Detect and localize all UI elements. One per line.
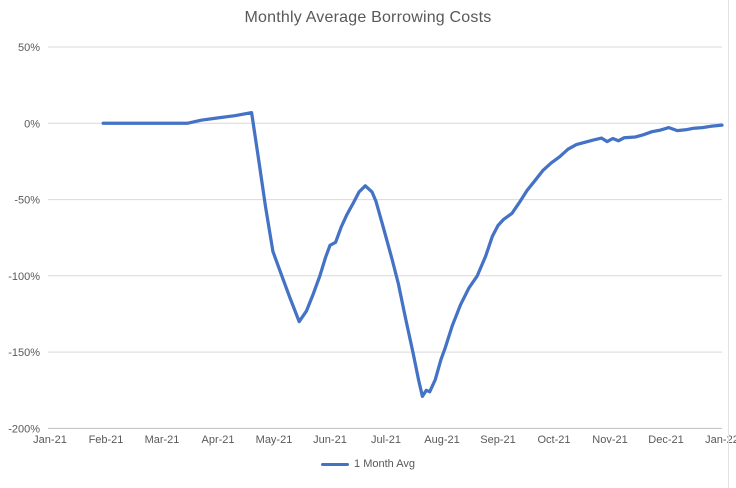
x-axis-tick-label: Oct-21 [537, 434, 570, 446]
x-axis-tick-label: Jan-22 [705, 434, 736, 446]
x-axis-tick-label: Feb-21 [89, 434, 124, 446]
x-axis-tick-label: Dec-21 [648, 434, 683, 446]
y-axis-tick-label: 0% [24, 118, 40, 130]
chart-title: Monthly Average Borrowing Costs [244, 9, 492, 26]
y-axis-tick-label: -150% [8, 347, 40, 359]
legend-line-marker [321, 462, 350, 466]
x-axis-tick-label: Jul-21 [371, 434, 401, 446]
y-axis-tick-label: -100% [8, 271, 40, 283]
chart-right-border [728, 0, 729, 488]
x-axis-tick-label: May-21 [256, 434, 293, 446]
data-line-1-month-avg [101, 110, 724, 399]
x-axis-tick-label: Aug-21 [424, 434, 459, 446]
y-axis-tick-label: -50% [14, 195, 40, 207]
x-axis-tick-label: Jun-21 [313, 434, 347, 446]
x-axis-tick-label: Apr-21 [201, 434, 234, 446]
x-axis-tick-label: Jan-21 [33, 434, 67, 446]
plot-area: 50% 0% -50% -100% -150% -200%Jan-21 Feb-21 Mar-… [8, 42, 736, 446]
legend-series-label: 1 Month Avg [354, 458, 415, 470]
legend: 1 Month Avg [0, 458, 736, 470]
y-axis-tick-label: -200% [8, 423, 40, 435]
x-axis-tick-label: Sep-21 [480, 434, 515, 446]
x-axis-tick-label: Mar-21 [145, 434, 180, 446]
x-axis-tick-label: Nov-21 [592, 434, 627, 446]
y-axis-tick-label: 50% [18, 42, 40, 54]
